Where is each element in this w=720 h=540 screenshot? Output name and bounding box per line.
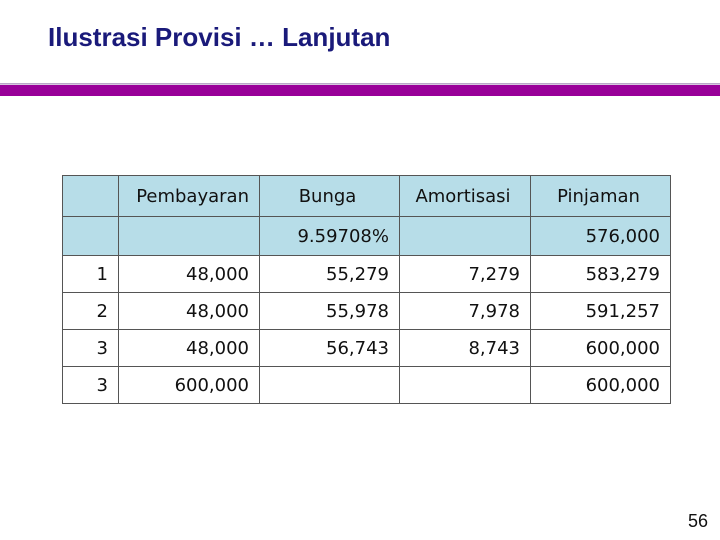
table-row: 3 600,000 600,000 (62, 366, 671, 404)
header-cell-bunga: Bunga (259, 175, 400, 217)
period-cell: 3 (62, 329, 119, 367)
header-cell-amortisasi: Amortisasi (399, 175, 531, 217)
header-cell-pembayaran: Pembayaran (118, 175, 260, 217)
table-row: 3 48,000 56,743 8,743 600,000 (62, 329, 671, 367)
interest-rate-cell: 9.59708% (259, 216, 400, 256)
table-row: 1 48,000 55,279 7,279 583,279 (62, 255, 671, 293)
header-cell-pinjaman: Pinjaman (530, 175, 671, 217)
payment-cell: 48,000 (118, 292, 260, 330)
initial-loan-cell: 576,000 (530, 216, 671, 256)
period-cell: 1 (62, 255, 119, 293)
loan-cell: 583,279 (530, 255, 671, 293)
loan-cell: 600,000 (530, 366, 671, 404)
table-header-row: Pembayaran Bunga Amortisasi Pinjaman (62, 175, 671, 217)
provision-table: Pembayaran Bunga Amortisasi Pinjaman 9.5… (62, 175, 671, 404)
slide-title: Ilustrasi Provisi … Lanjutan (48, 22, 391, 52)
payment-cell: 48,000 (118, 255, 260, 293)
period-cell: 2 (62, 292, 119, 330)
period-cell: 3 (62, 366, 119, 404)
subheader-cell (118, 216, 260, 256)
loan-cell: 600,000 (530, 329, 671, 367)
page-number: 56 (687, 511, 708, 531)
interest-cell: 55,279 (259, 255, 400, 293)
subheader-cell (399, 216, 531, 256)
payment-cell: 48,000 (118, 329, 260, 367)
table-subheader-row: 9.59708% 576,000 (62, 216, 671, 256)
table-row: 2 48,000 55,978 7,978 591,257 (62, 292, 671, 330)
header-cell-index (62, 175, 119, 217)
interest-cell: 56,743 (259, 329, 400, 367)
amortization-cell (399, 366, 531, 404)
amortization-cell: 7,978 (399, 292, 531, 330)
amortization-cell: 8,743 (399, 329, 531, 367)
interest-cell: 55,978 (259, 292, 400, 330)
interest-cell (259, 366, 400, 404)
subheader-cell (62, 216, 119, 256)
title-divider (0, 83, 720, 96)
amortization-cell: 7,279 (399, 255, 531, 293)
payment-cell: 600,000 (118, 366, 260, 404)
loan-cell: 591,257 (530, 292, 671, 330)
